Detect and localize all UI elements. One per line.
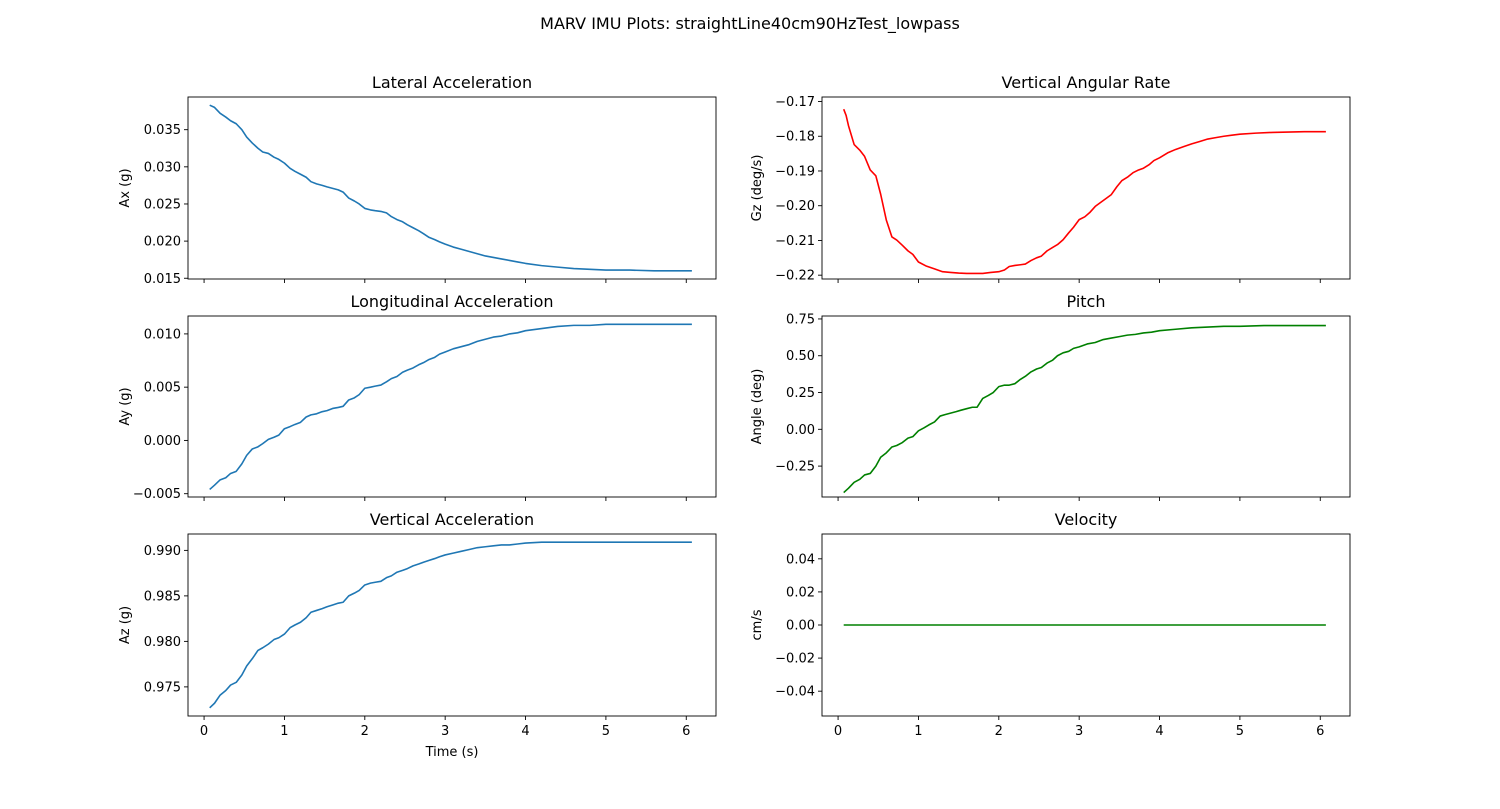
y-tick-label: 0.030 <box>144 160 181 175</box>
y-tick-label: 0.50 <box>786 349 815 364</box>
y-axis-label: Ay (g) <box>118 387 133 425</box>
axes-frame <box>821 315 1351 498</box>
y-tick-label: 0.02 <box>786 585 815 600</box>
x-tick-label: 4 <box>521 724 529 739</box>
x-tick-label: 6 <box>1316 724 1324 739</box>
y-tick-label: 0.035 <box>144 123 181 138</box>
subplot-title: Vertical Angular Rate <box>1002 73 1171 92</box>
y-tick-label: 0.980 <box>144 635 181 650</box>
subplot-title: Vertical Acceleration <box>370 510 534 529</box>
series-line <box>843 324 1326 494</box>
x-tick-label: 6 <box>682 724 690 739</box>
x-tick-label: 1 <box>280 724 288 739</box>
subplot-title: Longitudinal Acceleration <box>350 292 553 311</box>
subplot-title: Lateral Acceleration <box>372 73 532 92</box>
axes-frame <box>187 315 717 498</box>
y-tick-label: 0.75 <box>786 312 815 327</box>
x-tick-label: 5 <box>602 724 610 739</box>
y-tick-label: −0.04 <box>775 685 815 700</box>
axes-frame <box>821 96 1351 280</box>
x-axis-label: Time (s) <box>425 745 479 760</box>
y-axis-label: Angle (deg) <box>750 369 765 445</box>
x-tick-label: 2 <box>361 724 369 739</box>
subplot-5: 0 1 2 3 4 5 6 0.975 0.980 0.985 0.990 Vertical Acce… <box>118 510 717 760</box>
axes-frame <box>187 533 717 717</box>
y-tick-label: −0.20 <box>775 199 815 214</box>
figure-title: MARV IMU Plots: straightLine40cm90HzTest… <box>540 14 960 33</box>
y-tick-label: 0.005 <box>144 381 181 396</box>
y-tick-label: −0.22 <box>775 269 815 284</box>
subplot-4: −0.25 0.00 0.25 0.50 0.75 Pitch Angle (deg) <box>750 292 1351 501</box>
x-tick-label: 1 <box>914 724 922 739</box>
subplot-2: −0.22 −0.21 −0.20 −0.19 −0.18 −0.17 Vertical A… <box>750 73 1351 284</box>
y-tick-label: 0.975 <box>144 680 181 695</box>
y-tick-label: 0.990 <box>144 544 181 559</box>
y-axis-label: Ax (g) <box>118 168 133 207</box>
y-tick-label: 0.000 <box>144 434 181 449</box>
x-tick-label: 0 <box>200 724 208 739</box>
x-tick-label: 3 <box>441 724 449 739</box>
y-axis-label: cm/s <box>750 609 765 640</box>
y-tick-label: −0.21 <box>775 234 815 249</box>
series-line <box>209 541 692 709</box>
subplot-6: 0 1 2 3 4 5 6 −0.04 −0.02 0.00 0.02 0.04 Velocity cm/… <box>750 510 1351 739</box>
subplot-title: Pitch <box>1067 292 1106 311</box>
series-line <box>842 108 1326 275</box>
series-line <box>209 323 692 491</box>
y-tick-label: −0.17 <box>775 95 815 110</box>
y-tick-label: −0.18 <box>775 130 815 145</box>
axes-frame <box>187 96 717 280</box>
y-axis-label: Az (g) <box>118 606 133 644</box>
y-tick-label: 0.00 <box>786 619 815 634</box>
y-tick-label: 0.985 <box>144 589 181 604</box>
y-tick-label: 0.020 <box>144 235 181 250</box>
y-tick-label: 0.00 <box>786 423 815 438</box>
y-tick-label: 0.25 <box>786 386 815 401</box>
y-tick-label: −0.02 <box>775 652 815 667</box>
y-axis-label: Gz (deg/s) <box>750 155 765 222</box>
y-tick-label: 0.015 <box>144 272 181 287</box>
y-tick-label: −0.005 <box>133 487 181 502</box>
y-tick-label: −0.19 <box>775 164 815 179</box>
subplot-3: −0.005 0.000 0.005 0.010 Longitudinal Accele… <box>118 292 717 502</box>
y-tick-label: −0.25 <box>775 460 815 475</box>
x-tick-label: 3 <box>1075 724 1083 739</box>
subplot-title: Velocity <box>1055 510 1118 529</box>
series-line <box>209 104 692 272</box>
x-tick-label: 5 <box>1236 724 1244 739</box>
y-tick-label: 0.04 <box>786 552 815 567</box>
x-tick-label: 0 <box>834 724 842 739</box>
y-tick-label: 0.025 <box>144 197 181 212</box>
y-tick-label: 0.010 <box>144 327 181 342</box>
x-tick-label: 4 <box>1155 724 1163 739</box>
x-tick-label: 2 <box>995 724 1003 739</box>
subplot-1: 0.015 0.020 0.025 0.030 0.035 Lateral Acceler… <box>118 73 717 287</box>
